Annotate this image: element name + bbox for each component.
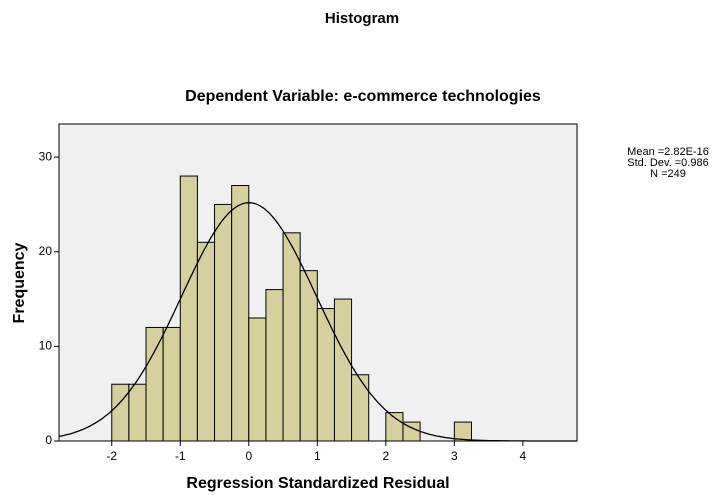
annotation: Std. Dev. =0.986	[627, 157, 708, 169]
bar	[231, 185, 250, 442]
x-tick-label: 2	[382, 449, 389, 463]
y-tick-label: 10	[39, 339, 53, 353]
y-tick-label: 0	[45, 433, 52, 447]
bar	[128, 383, 147, 442]
x-tick-label: -1	[175, 449, 186, 463]
y-tick-label: 30	[39, 149, 53, 163]
bar	[282, 232, 301, 442]
x-tick-label: -2	[106, 449, 117, 463]
y-tick-label: 20	[39, 244, 53, 258]
bar	[162, 326, 181, 442]
bar	[214, 203, 233, 442]
x-tick-label: 3	[451, 449, 458, 463]
bar	[111, 383, 130, 442]
annotation: Mean =2.82E-16	[627, 146, 709, 158]
plot-frame	[58, 123, 578, 442]
x-tick-label: 4	[520, 449, 527, 463]
x-tick-label: 1	[314, 449, 321, 463]
bar	[265, 289, 284, 442]
x-axis-label: Regression Standardized Residual	[186, 475, 449, 492]
bar	[196, 241, 216, 442]
bar	[248, 317, 267, 442]
bar	[179, 175, 198, 442]
chart-subtitle: Dependent Variable: e-commerce technolog…	[185, 88, 541, 105]
y-axis-label: Frequency	[11, 242, 28, 323]
bar	[351, 374, 370, 442]
bar	[333, 298, 353, 442]
bar	[299, 270, 318, 442]
annotation: N =249	[650, 168, 686, 180]
bar	[453, 421, 472, 442]
chart-title: Histogram	[325, 10, 399, 27]
bar	[145, 326, 164, 442]
x-tick-label: 0	[245, 449, 252, 463]
